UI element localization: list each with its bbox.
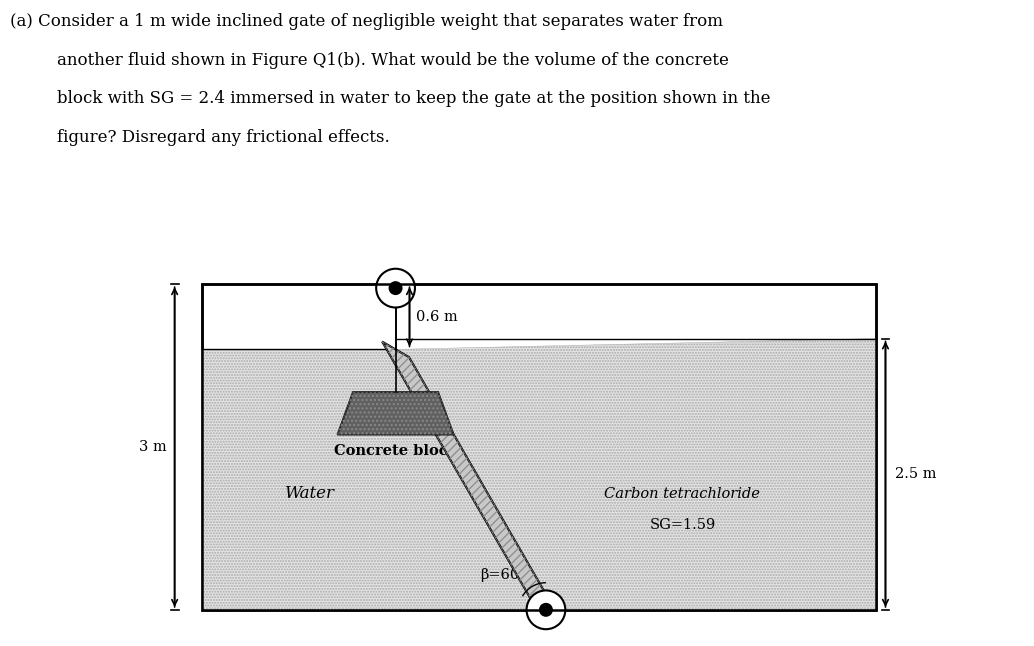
- Polygon shape: [202, 349, 546, 610]
- Text: 0.6 m: 0.6 m: [416, 310, 457, 324]
- Text: SG=1.59: SG=1.59: [649, 517, 716, 532]
- Circle shape: [539, 603, 553, 617]
- Polygon shape: [383, 342, 559, 618]
- Text: Concrete block: Concrete block: [334, 444, 457, 458]
- Text: 3 m: 3 m: [140, 440, 166, 454]
- Text: another fluid shown in Figure Q1(b). What would be the volume of the concrete: another fluid shown in Figure Q1(b). Wha…: [57, 52, 729, 68]
- Text: β=60°: β=60°: [480, 568, 526, 582]
- Text: 2.5 m: 2.5 m: [894, 467, 936, 481]
- Text: figure? Disregard any frictional effects.: figure? Disregard any frictional effects…: [57, 129, 390, 146]
- Circle shape: [389, 281, 402, 295]
- Text: block with SG = 2.4 immersed in water to keep the gate at the position shown in : block with SG = 2.4 immersed in water to…: [57, 90, 770, 107]
- Circle shape: [526, 590, 566, 629]
- Circle shape: [376, 269, 415, 307]
- Bar: [202, 284, 876, 610]
- Polygon shape: [337, 392, 454, 435]
- Text: Carbon tetrachloride: Carbon tetrachloride: [605, 486, 760, 501]
- Bar: [202, 284, 876, 610]
- Polygon shape: [396, 339, 876, 610]
- Text: Water: Water: [285, 485, 335, 502]
- Text: (a) Consider a 1 m wide inclined gate of negligible weight that separates water : (a) Consider a 1 m wide inclined gate of…: [10, 13, 724, 30]
